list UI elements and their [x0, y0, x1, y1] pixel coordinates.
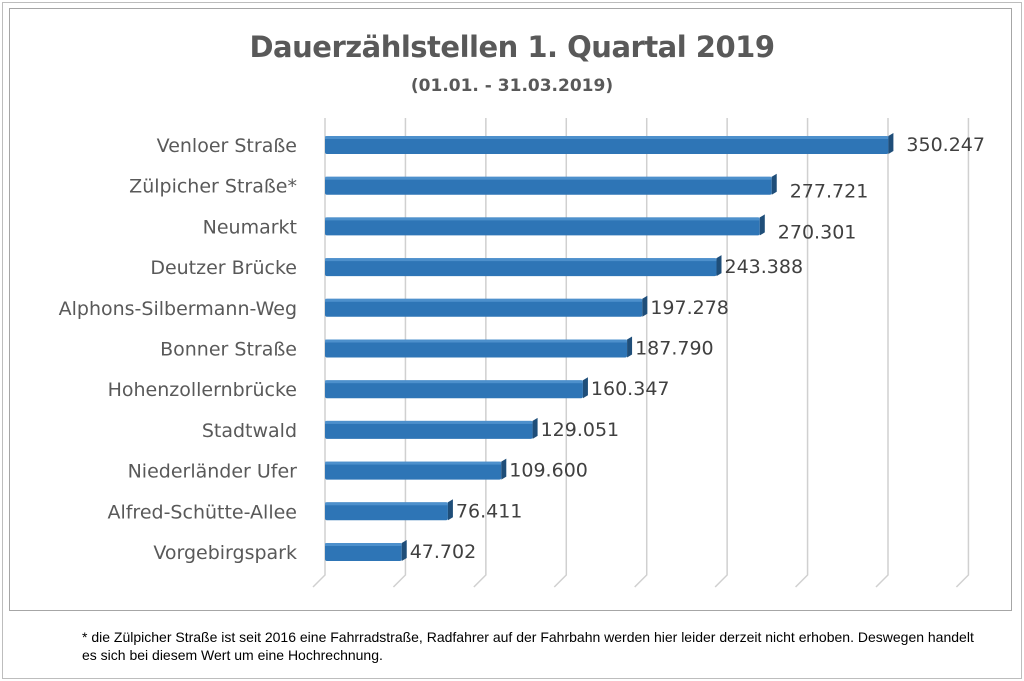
data-label: 270.301: [778, 221, 857, 243]
bar: [325, 543, 402, 561]
category-label: Alphons-Silbermann-Weg: [59, 298, 297, 320]
bar: [325, 461, 502, 480]
bar-side-face: [532, 417, 538, 439]
category-label: Neumarkt: [203, 216, 297, 238]
gridline: [795, 118, 809, 588]
bar: [325, 136, 889, 154]
data-label: 243.388: [725, 256, 804, 278]
bar-side-face: [888, 133, 894, 154]
bar-top-face: [325, 176, 772, 180]
footnote: * die Zülpicher Straße ist seit 2016 ein…: [82, 629, 974, 663]
bar: [325, 339, 628, 358]
bar: [325, 380, 583, 399]
bar-top-face: [325, 380, 583, 384]
chart-subtitle: (01.01. - 31.03.2019): [410, 76, 614, 96]
bar-side-face: [401, 540, 407, 561]
category-label: Zülpicher Straße*: [129, 176, 297, 198]
category-label: Deutzer Brücke: [150, 257, 297, 279]
bar: [325, 502, 448, 521]
data-label: 197.278: [650, 297, 729, 319]
bar-top-face: [325, 543, 402, 546]
bar-top-face: [325, 217, 760, 221]
bar-side-face: [447, 499, 453, 521]
bar-side-face: [582, 377, 588, 399]
chart-title: Dauerzählstellen 1. Quartal 2019: [249, 30, 775, 64]
bar-side-face: [627, 336, 633, 358]
category-label: Niederländer Ufer: [128, 461, 298, 483]
bar-top-face: [325, 136, 889, 139]
bar: [325, 420, 533, 439]
gridline: [955, 118, 970, 588]
data-label: 129.051: [541, 419, 620, 441]
category-label: Bonner Straße: [160, 339, 297, 361]
bar: [325, 258, 717, 277]
gridline: [312, 118, 326, 588]
gridline: [875, 118, 889, 588]
bar: [325, 217, 760, 236]
bar-top-face: [325, 298, 643, 302]
bar-top-face: [325, 339, 628, 343]
bar-top-face: [325, 258, 717, 262]
data-label: 109.600: [509, 460, 588, 482]
bar-top-face: [325, 420, 533, 424]
gridline: [714, 118, 728, 588]
bar: [325, 176, 772, 195]
data-label: 47.702: [410, 541, 476, 563]
category-label: Stadtwald: [202, 420, 297, 442]
bar-side-face: [716, 255, 722, 277]
category-label: Hohenzollernbrücke: [108, 379, 297, 401]
bar-side-face: [642, 295, 648, 317]
bar-top-face: [325, 461, 502, 465]
category-label: Alfred-Schütte-Allee: [107, 501, 297, 523]
bar-side-face: [771, 173, 777, 195]
chart-area: [9, 8, 1012, 611]
bar-top-face: [325, 502, 448, 506]
data-label: 277.721: [790, 181, 869, 203]
data-label: 350.247: [906, 134, 985, 156]
category-label: Vorgebirgspark: [153, 542, 297, 564]
bar-side-face: [501, 458, 507, 480]
data-label: 187.790: [635, 338, 714, 360]
data-label: 76.411: [456, 500, 522, 522]
data-label: 160.347: [591, 378, 670, 400]
category-label: Venloer Straße: [157, 135, 297, 157]
bar: [325, 298, 643, 317]
bar-side-face: [759, 214, 765, 236]
